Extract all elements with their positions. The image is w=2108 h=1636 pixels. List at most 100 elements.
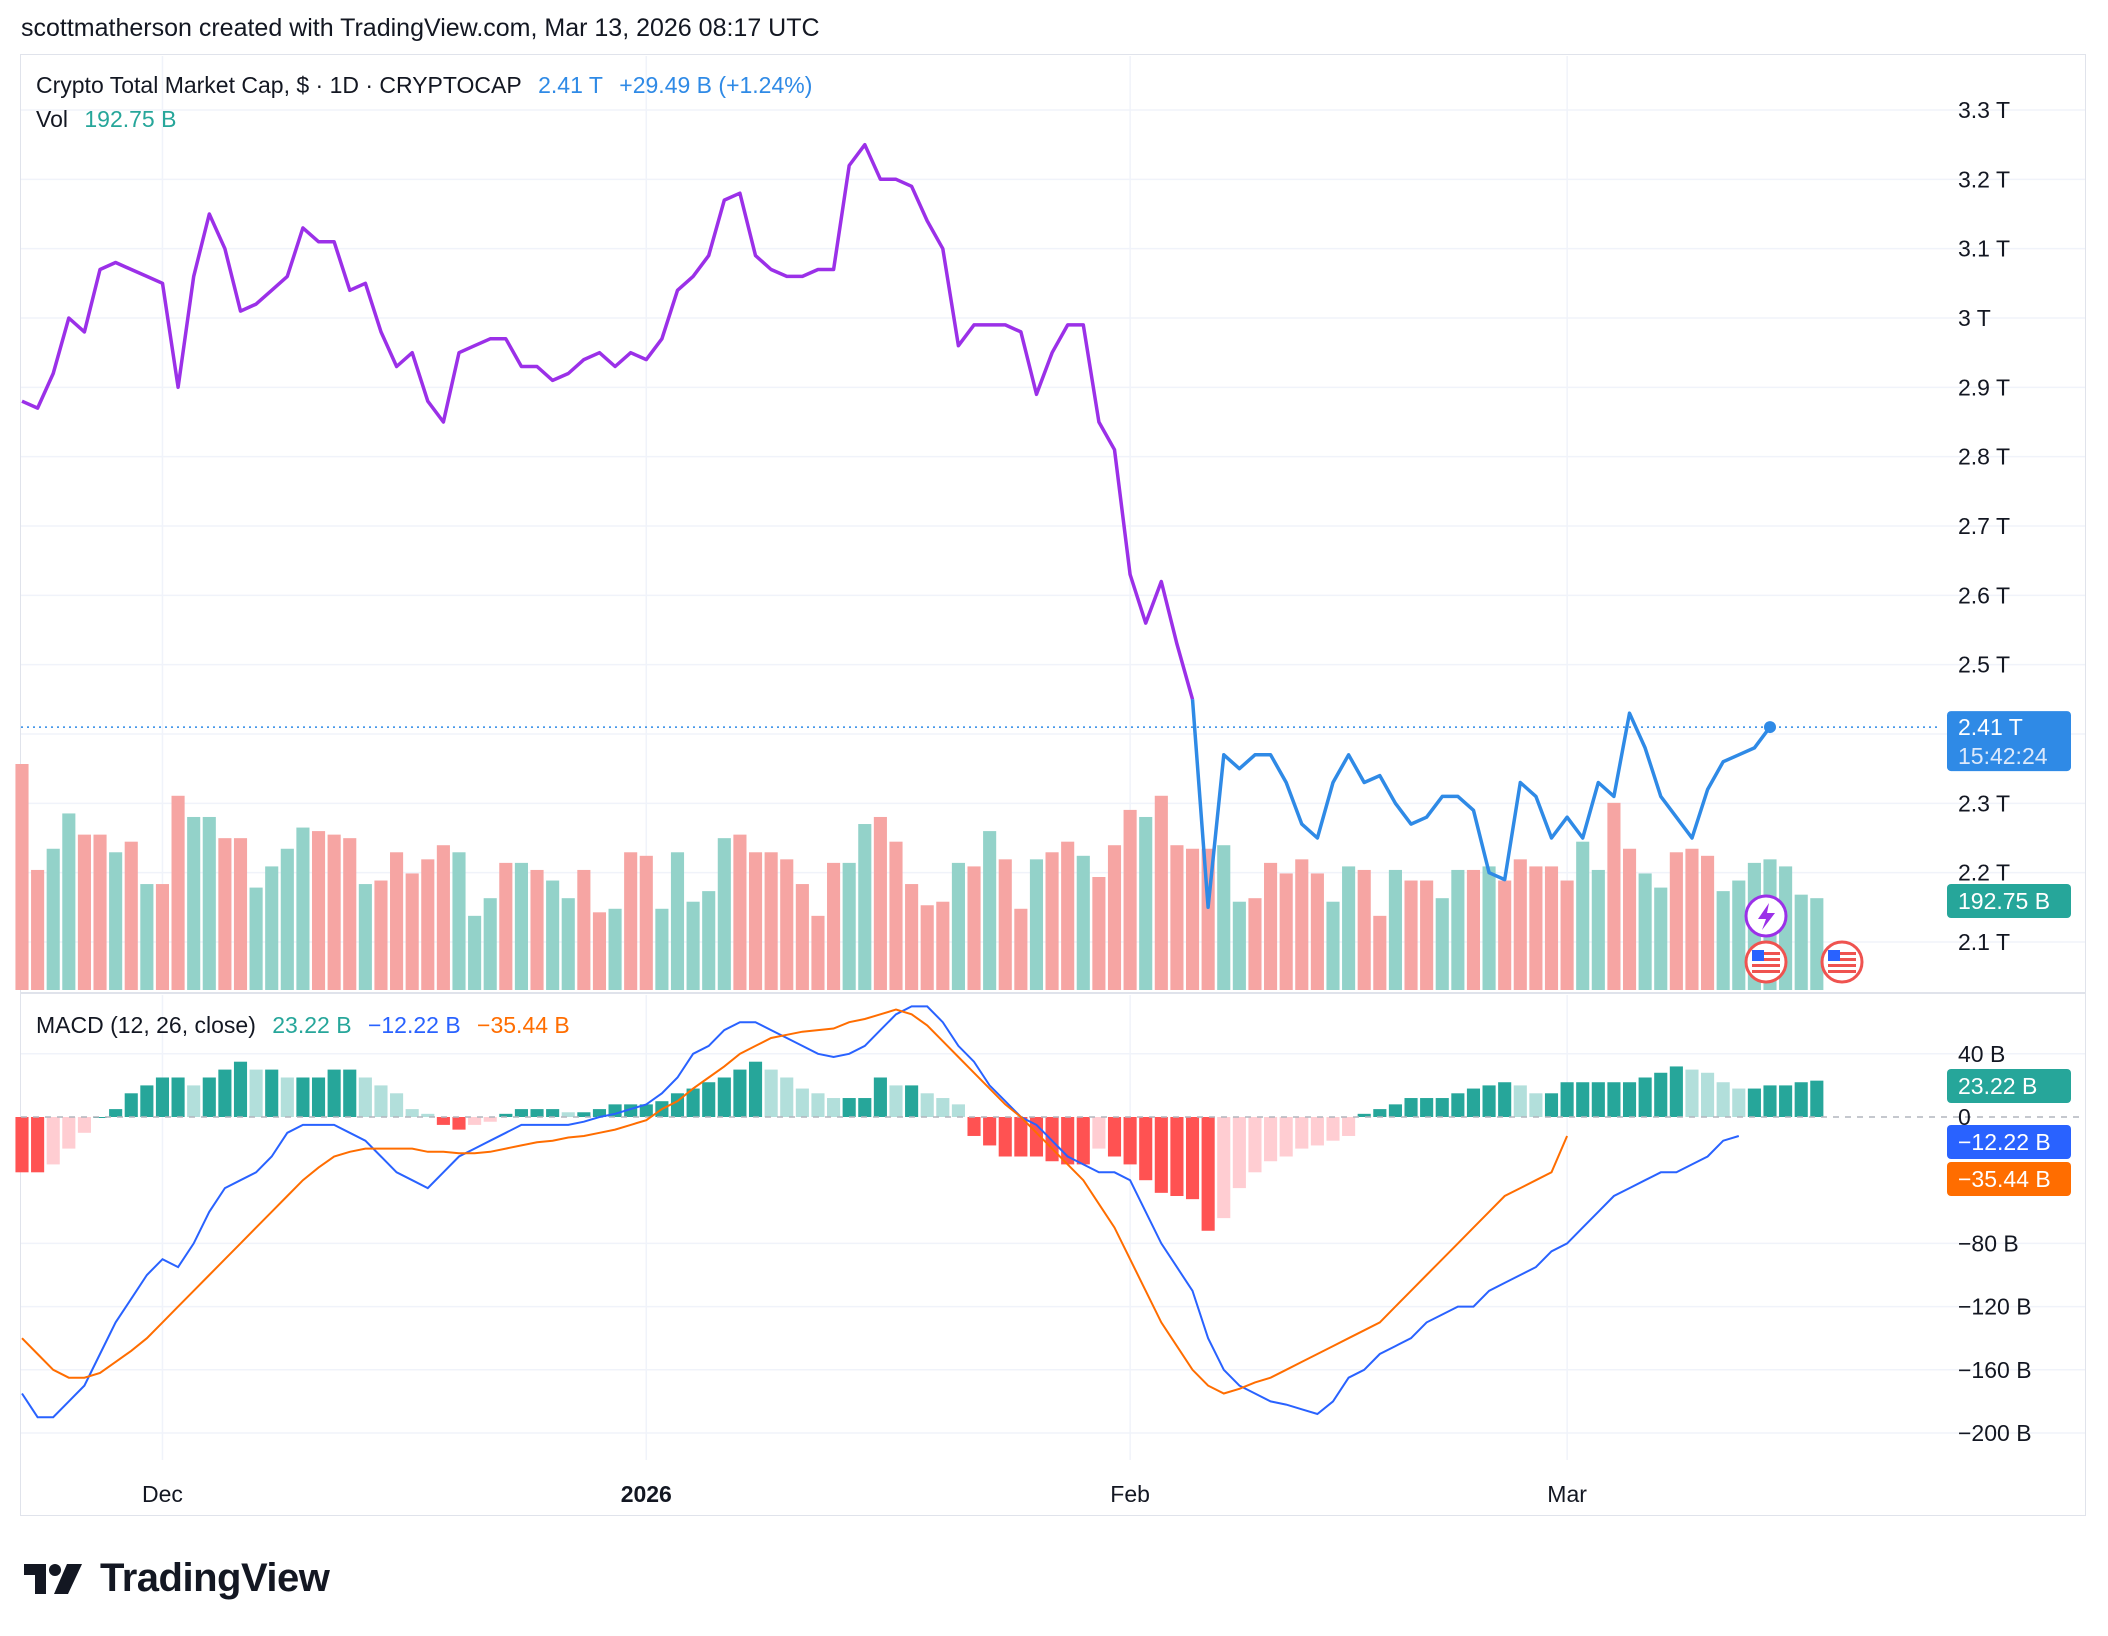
volume-bar[interactable] [1139, 816, 1153, 990]
volume-bar[interactable] [452, 852, 466, 990]
volume-bar[interactable] [1014, 908, 1028, 990]
macd-histogram-bar[interactable] [1498, 1082, 1512, 1117]
volume-bar[interactable] [780, 859, 794, 990]
volume-bar[interactable] [1591, 869, 1605, 990]
macd-histogram-bar[interactable] [280, 1077, 294, 1118]
macd-histogram-bar[interactable] [811, 1093, 825, 1117]
volume-bar[interactable] [1092, 877, 1106, 990]
volume-bar[interactable] [77, 834, 91, 990]
macd-histogram-bar[interactable] [1326, 1117, 1340, 1141]
volume-bar[interactable] [905, 884, 919, 990]
volume-bar[interactable] [592, 912, 607, 990]
volume-bar[interactable] [218, 838, 232, 990]
volume-bar[interactable] [343, 838, 357, 990]
macd-legend[interactable]: MACD (12, 26, close) 23.22 B −12.22 B −3… [36, 1012, 580, 1039]
macd-histogram-bar[interactable] [1544, 1093, 1559, 1117]
macd-histogram-bar[interactable] [1248, 1117, 1262, 1173]
volume-bar[interactable] [920, 905, 934, 990]
volume-bar[interactable] [951, 862, 965, 990]
macd-histogram-bar[interactable] [140, 1085, 154, 1117]
volume-bar[interactable] [514, 862, 528, 990]
macd-histogram-bar[interactable] [1232, 1117, 1246, 1189]
macd-histogram-bar[interactable] [468, 1117, 482, 1125]
macd-histogram-bar[interactable] [327, 1069, 341, 1117]
volume-bar[interactable] [1107, 845, 1122, 990]
macd-histogram-bar[interactable] [1420, 1098, 1434, 1117]
volume-bar[interactable] [1638, 873, 1652, 990]
volume-bar[interactable] [827, 862, 841, 990]
macd-histogram-bar[interactable] [1373, 1109, 1387, 1117]
macd-histogram-bar[interactable] [452, 1117, 466, 1130]
macd-histogram-bar[interactable] [171, 1077, 185, 1118]
macd-histogram-bar[interactable] [905, 1085, 919, 1117]
volume-bar[interactable] [1513, 859, 1527, 990]
macd-histogram-bar[interactable] [390, 1093, 404, 1117]
volume-bar[interactable] [1810, 898, 1824, 990]
macd-histogram-bar[interactable] [1763, 1085, 1777, 1117]
volume-bar[interactable] [311, 831, 326, 990]
volume-bar[interactable] [1654, 887, 1668, 990]
volume-bar[interactable] [1373, 915, 1387, 990]
macd-histogram-bar[interactable] [109, 1109, 123, 1117]
volume-bar[interactable] [1466, 869, 1481, 990]
macd-histogram-bar[interactable] [343, 1069, 357, 1117]
macd-histogram-bar[interactable] [998, 1117, 1012, 1157]
macd-histogram-bar[interactable] [265, 1069, 279, 1117]
macd-histogram-bar[interactable] [311, 1077, 326, 1118]
macd-histogram-bar[interactable] [499, 1113, 513, 1117]
volume-bar[interactable] [967, 866, 981, 990]
macd-histogram-bar[interactable] [873, 1077, 887, 1118]
macd-histogram-bar[interactable] [31, 1117, 45, 1173]
volume-bar[interactable] [1622, 848, 1637, 990]
macd-histogram-bar[interactable] [46, 1117, 60, 1165]
volume-bar[interactable] [717, 838, 731, 990]
volume-bar[interactable] [1232, 901, 1246, 990]
macd-histogram-bar[interactable] [93, 1117, 107, 1118]
volume-bar[interactable] [202, 816, 216, 990]
macd-histogram-bar[interactable] [1669, 1066, 1683, 1117]
volume-bar[interactable] [296, 827, 310, 990]
volume-bar[interactable] [1716, 891, 1730, 990]
volume-bar[interactable] [858, 824, 872, 990]
macd-histogram-bar[interactable] [1560, 1082, 1574, 1117]
macd-histogram-bar[interactable] [1779, 1085, 1793, 1117]
volume-bar[interactable] [1498, 880, 1512, 990]
volume-bar[interactable] [124, 841, 138, 990]
macd-histogram-bar[interactable] [1747, 1088, 1761, 1117]
macd-histogram-bar[interactable] [1685, 1069, 1699, 1117]
volume-bar[interactable] [764, 852, 778, 990]
macd-histogram-bar[interactable] [967, 1117, 981, 1136]
macd-histogram-bar[interactable] [936, 1098, 950, 1117]
volume-bar[interactable] [31, 869, 45, 990]
macd-histogram-bar[interactable] [1045, 1117, 1059, 1162]
volume-bar[interactable] [1357, 869, 1371, 990]
macd-histogram-bar[interactable] [592, 1109, 607, 1117]
macd-histogram-bar[interactable] [546, 1109, 560, 1117]
volume-bar[interactable] [1669, 852, 1683, 990]
volume-bar[interactable] [1295, 859, 1309, 990]
volume-bar[interactable] [842, 862, 856, 990]
volume-bar[interactable] [873, 816, 887, 990]
macd-histogram-bar[interactable] [920, 1093, 934, 1117]
volume-bar[interactable] [358, 884, 372, 990]
volume-bar[interactable] [1701, 855, 1715, 990]
volume-bar[interactable] [15, 764, 29, 990]
volume-bar[interactable] [109, 852, 123, 990]
macd-histogram-bar[interactable] [686, 1088, 700, 1117]
macd-histogram-bar[interactable] [514, 1109, 528, 1117]
macd-histogram-bar[interactable] [1482, 1085, 1496, 1117]
symbol-legend[interactable]: Crypto Total Market Cap, $ · 1D · CRYPTO… [36, 72, 822, 99]
volume-bar[interactable] [1685, 848, 1699, 990]
macd-histogram-bar[interactable] [1342, 1117, 1356, 1136]
macd-histogram-bar[interactable] [530, 1109, 544, 1117]
macd-histogram-bar[interactable] [358, 1077, 372, 1118]
volume-bar[interactable] [249, 887, 263, 990]
volume-bar[interactable] [280, 848, 294, 990]
macd-histogram-bar[interactable] [889, 1085, 903, 1117]
volume-bar[interactable] [983, 831, 997, 990]
volume-bar[interactable] [1170, 845, 1184, 990]
macd-histogram-bar[interactable] [748, 1061, 763, 1117]
macd-histogram-bar[interactable] [1185, 1117, 1200, 1200]
volume-bar[interactable] [1576, 841, 1590, 990]
volume-bar[interactable] [1279, 873, 1293, 990]
